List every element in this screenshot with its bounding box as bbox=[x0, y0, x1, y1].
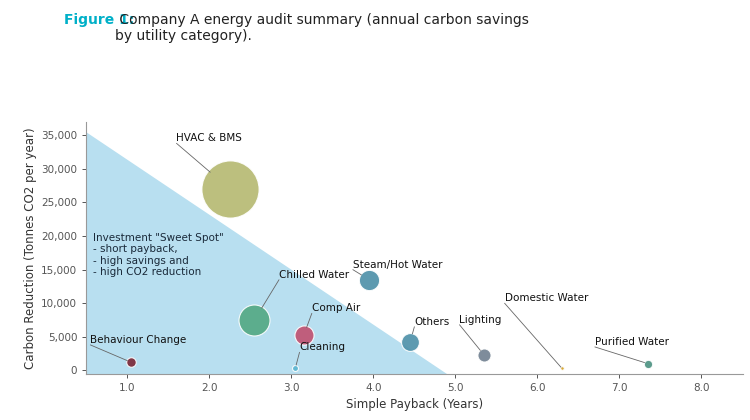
Point bbox=[298, 332, 310, 339]
Text: Figure 1:: Figure 1: bbox=[64, 13, 134, 26]
Point bbox=[404, 338, 416, 345]
Point bbox=[478, 352, 490, 358]
Point bbox=[125, 359, 137, 366]
Text: Chilled Water: Chilled Water bbox=[279, 270, 350, 280]
Text: Comp Air: Comp Air bbox=[312, 303, 360, 313]
Text: Steam/Hot Water: Steam/Hot Water bbox=[352, 260, 442, 270]
Text: HVAC & BMS: HVAC & BMS bbox=[176, 133, 242, 143]
Y-axis label: Carbon Reduction (Tonnes CO2 per year): Carbon Reduction (Tonnes CO2 per year) bbox=[24, 127, 37, 369]
Text: Investment "Sweet Spot"
- short payback,
- high savings and
- high CO2 reduction: Investment "Sweet Spot" - short payback,… bbox=[93, 233, 224, 278]
Polygon shape bbox=[86, 132, 447, 374]
Text: Purified Water: Purified Water bbox=[595, 337, 669, 347]
Text: Behaviour Change: Behaviour Change bbox=[90, 335, 187, 345]
Point bbox=[290, 365, 302, 371]
Text: Domestic Water: Domestic Water bbox=[505, 293, 588, 303]
Point bbox=[556, 365, 568, 372]
Point bbox=[642, 360, 654, 367]
Text: Lighting: Lighting bbox=[460, 315, 502, 325]
Text: Others: Others bbox=[414, 317, 450, 327]
Point bbox=[363, 276, 375, 283]
Text: Cleaning: Cleaning bbox=[299, 342, 346, 352]
Point bbox=[224, 186, 236, 192]
Text: Company A energy audit summary (annual carbon savings
by utility category).: Company A energy audit summary (annual c… bbox=[115, 13, 529, 43]
Point bbox=[248, 317, 260, 323]
X-axis label: Simple Payback (Years): Simple Payback (Years) bbox=[346, 399, 483, 411]
